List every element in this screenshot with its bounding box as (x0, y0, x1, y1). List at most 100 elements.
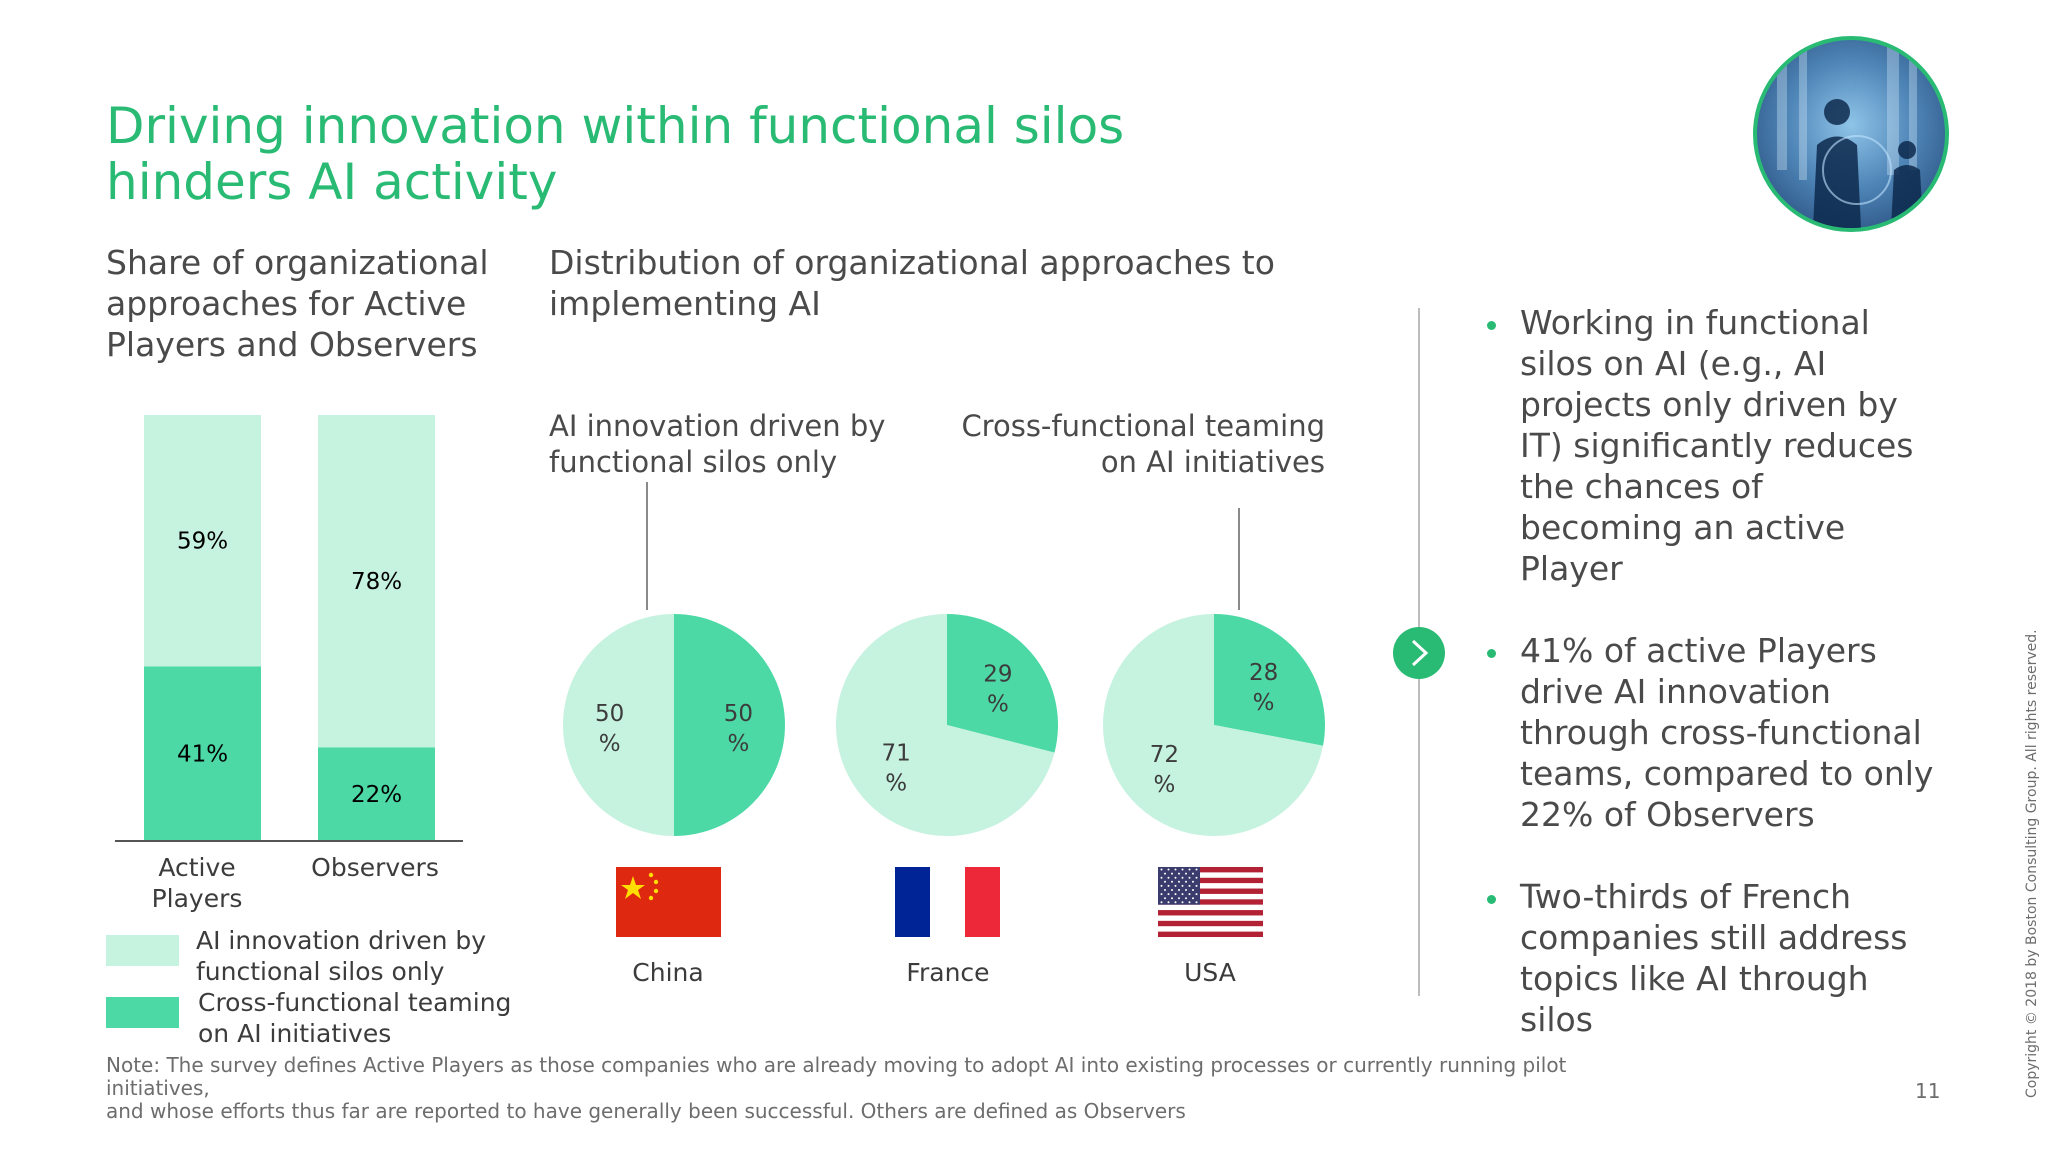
pie-slice-cross-china (674, 614, 785, 836)
pie-value-unit: % (1153, 772, 1175, 798)
flag-stripe (1158, 931, 1263, 937)
flag-stripe (1158, 877, 1263, 884)
pie-slice-cross-france (947, 614, 1058, 753)
footnote-line: and whose efforts thus far are reported … (106, 1099, 1186, 1123)
flag-star (1178, 889, 1180, 891)
flag-star (1167, 893, 1170, 896)
bullet-item: Two-thirds of French companies still add… (1466, 876, 1936, 1040)
pie-slice-silos-china (563, 614, 674, 836)
flag-star (1160, 901, 1163, 904)
flag-star (1181, 884, 1184, 887)
country-label-france: France (906, 958, 990, 987)
pie-value-label: 72 (1150, 742, 1179, 768)
bar-segment-silos-1 (318, 415, 435, 748)
flag-star (1188, 901, 1191, 904)
flag-star (1160, 868, 1163, 871)
bar-segment-silos-0 (144, 415, 261, 667)
title-line-2: hinders AI activity (106, 153, 558, 211)
footnote-line: Note: The survey defines Active Players … (106, 1053, 1567, 1100)
footnote: Note: The survey defines Active Players … (106, 1054, 1666, 1123)
pie-value-label: 28 (1249, 660, 1278, 686)
stacked-bar-chart: 41% 59% 22% 78% (115, 415, 463, 842)
pie-value-unit: % (885, 770, 907, 796)
page-number: 11 (1915, 1079, 1941, 1103)
pie-slice-silos-usa (1103, 614, 1324, 836)
bar-category-observers: Observers (310, 852, 440, 883)
flag-star (1178, 897, 1180, 900)
category-label-line: Active (158, 853, 236, 882)
bar-value-label: 78% (351, 569, 402, 595)
legend-line: Cross-functional teaming (198, 988, 512, 1017)
pie-value-label: 50 (724, 701, 753, 727)
flag-star (1174, 868, 1177, 871)
flag-star (1167, 868, 1170, 871)
country-label-china: China (632, 958, 704, 987)
flag-stripe (1158, 893, 1263, 900)
pie-value-unit: % (599, 731, 621, 757)
annotation-line: AI innovation driven by (549, 409, 886, 443)
bar-value-label: 22% (351, 782, 402, 808)
flag-stripe (1158, 867, 1263, 873)
flag-star (1192, 889, 1194, 891)
flag-stripe (1158, 926, 1263, 932)
flag-star (1185, 872, 1187, 875)
legend-line: AI innovation driven by (196, 926, 487, 955)
left-heading-line: approaches for Active (106, 284, 467, 323)
legend-swatch-cross (106, 997, 179, 1028)
flag-stripe (1158, 915, 1263, 922)
bar-value-label: 59% (177, 529, 228, 555)
usa-flag-icon (1158, 867, 1263, 937)
pie-value-label: 50 (595, 701, 624, 727)
flag-star (1188, 893, 1191, 896)
flag-star (1192, 880, 1194, 883)
pie-charts: 50% 50% 29% 71% 28% 72% (563, 482, 1325, 836)
china-flag-icon (616, 867, 721, 937)
flag-star (1174, 884, 1177, 887)
flag-stripe (1158, 899, 1263, 905)
legend-line: on AI initiatives (198, 1019, 392, 1048)
left-chart-heading: Share of organizational approaches for A… (106, 242, 489, 365)
page-title: Driving innovation within functional sil… (106, 98, 1206, 210)
flag-star (1195, 868, 1198, 871)
france-flag-icon (895, 867, 1000, 937)
flag-stripe (1158, 920, 1263, 927)
title-line-1: Driving innovation within functional sil… (106, 97, 1125, 155)
middle-heading-line: Distribution of organizational approache… (549, 243, 1275, 282)
flag-star (1185, 880, 1187, 883)
pie-annotation-silos: AI innovation driven by functional silos… (549, 408, 885, 480)
flag-star (1164, 880, 1166, 883)
flag-star (1167, 901, 1170, 904)
flag-star (1181, 901, 1184, 904)
flag-star (1164, 872, 1166, 875)
pie-value-unit: % (727, 731, 749, 757)
key-findings-list: Working in functional silos on AI (e.g.,… (1466, 302, 1936, 1081)
flag-star (1164, 889, 1166, 891)
flag-star (1185, 889, 1187, 891)
flag-star (1174, 876, 1177, 879)
flag-star (1171, 889, 1173, 891)
team-photo (1753, 36, 1949, 232)
legend-swatch-silos (106, 935, 179, 966)
flag-stripe (1158, 883, 1263, 889)
bar-category-active-players: Active Players (137, 852, 257, 914)
flag-star (1167, 876, 1170, 879)
flag-star (1195, 876, 1198, 879)
flag-star (1195, 884, 1198, 887)
pie-value-unit: % (987, 692, 1009, 718)
middle-heading-line: implementing AI (549, 284, 821, 323)
flag-star (1181, 876, 1184, 879)
flag-star (1192, 897, 1194, 900)
flag-stripe (1158, 872, 1263, 878)
flag-star (1171, 880, 1173, 883)
pie-slice-cross-usa (1214, 614, 1325, 746)
next-button[interactable] (1393, 627, 1445, 679)
left-heading-line: Players and Observers (106, 325, 478, 364)
legend-line: functional silos only (196, 957, 445, 986)
bullet-item: 41% of active Players drive AI innovatio… (1466, 630, 1936, 835)
flag-star (1171, 872, 1173, 875)
flag-star (1195, 901, 1198, 904)
flag-star (1160, 893, 1163, 896)
chevron-right-icon (1411, 639, 1429, 667)
pie-annotation-cross: Cross-functional teaming on AI initiativ… (900, 408, 1325, 480)
bar-segment-cross-0 (144, 666, 261, 841)
